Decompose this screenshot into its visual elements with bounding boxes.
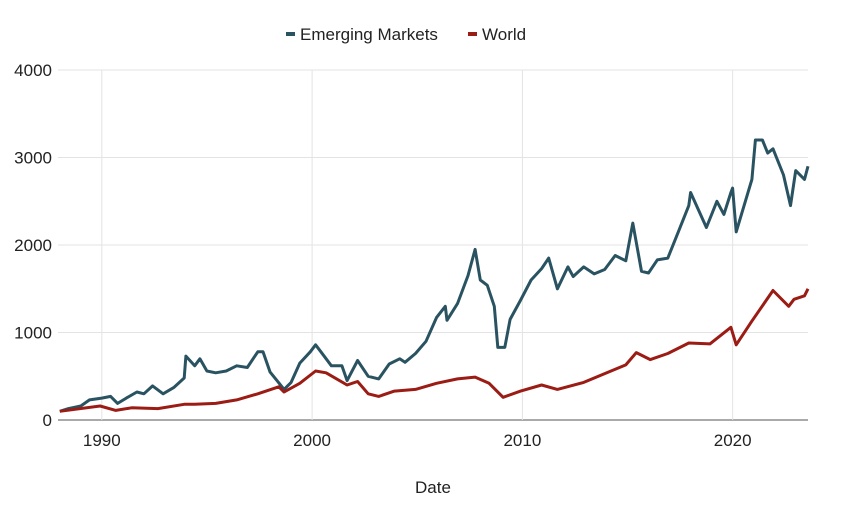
legend-label: World xyxy=(482,25,526,44)
x-tick-label: 2020 xyxy=(714,431,752,450)
x-tick-label: 1990 xyxy=(83,431,121,450)
series-lines xyxy=(59,138,810,413)
legend-item[interactable]: World xyxy=(468,25,526,44)
x-axis: 1990 2000 2010 2020 xyxy=(83,431,752,450)
legend-swatch xyxy=(286,32,295,36)
series-line-world xyxy=(59,288,810,413)
series-line-emerging-markets xyxy=(59,138,810,413)
y-tick-label: 3000 xyxy=(14,149,52,168)
legend-label: Emerging Markets xyxy=(300,25,438,44)
x-tick-label: 2000 xyxy=(293,431,331,450)
y-tick-label: 4000 xyxy=(14,61,52,80)
legend-item[interactable]: Emerging Markets xyxy=(286,25,438,44)
y-tick-label: 2000 xyxy=(14,236,52,255)
y-axis: 0 1000 2000 3000 4000 xyxy=(14,61,52,430)
legend: Emerging Markets World xyxy=(286,25,526,44)
x-tick-label: 2010 xyxy=(503,431,541,450)
x-axis-label: Date xyxy=(415,478,451,497)
y-tick-label: 1000 xyxy=(14,324,52,343)
legend-swatch xyxy=(468,32,477,36)
grid xyxy=(58,69,808,421)
y-tick-label: 0 xyxy=(43,411,52,430)
